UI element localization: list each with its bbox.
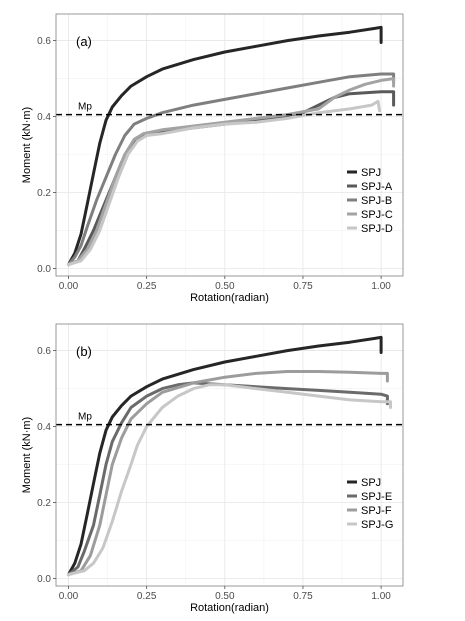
panel-b-x-axis-label: Rotation(radian) — [190, 602, 269, 614]
panel-b-ytick-label: 0.0 — [37, 574, 51, 585]
panel-b-xtick-label: 0.75 — [293, 591, 313, 602]
panel-a-series-spj-b — [67, 72, 396, 267]
panel-b-xtick-label: 1.00 — [371, 591, 391, 602]
panel-a-mp-label: Mp — [78, 102, 92, 113]
panel-a-xtick-label: 0.25 — [137, 281, 157, 292]
panel-a-ytick-label: 0.4 — [37, 112, 51, 123]
panel-b-label: (b) — [76, 344, 92, 359]
panel-a-border — [55, 13, 404, 277]
panel-b-xtick-label: 0.50 — [215, 591, 235, 602]
panel-b-series-spj-g — [67, 383, 392, 577]
panel-a-xtick-label: 0.75 — [293, 281, 313, 292]
panel-b-legend-label-spj-f: SPJ-F — [361, 505, 392, 517]
panel-a-series-spj — [67, 25, 383, 267]
panel-b-series-spj — [67, 335, 383, 577]
panel-a-legend-label-spj-d: SPJ-D — [361, 223, 393, 235]
panel-b-border — [55, 323, 404, 587]
panel-a-xtick-label: 0.00 — [59, 281, 79, 292]
panel-a-legend-label-spj-a: SPJ-A — [361, 181, 393, 193]
panel-b-legend-label-spj-e: SPJ-E — [361, 491, 392, 503]
panel-b-legend-label-spj-g: SPJ-G — [361, 519, 393, 531]
panel-b-series-spj-e — [67, 381, 389, 577]
panel-b-legend-label-spj: SPJ — [361, 477, 381, 489]
panel-b-series-spj-f — [67, 370, 389, 577]
panel-a-xtick-label: 1.00 — [371, 281, 391, 292]
panel-b-ytick-label: 0.4 — [37, 422, 51, 433]
panel-a-plot-area — [56, 14, 403, 276]
panel-a-series-spj-c — [67, 77, 396, 267]
panel-a-y-axis-label: Moment (kN·m) — [21, 107, 33, 183]
panel-a-legend-label-spj: SPJ — [361, 167, 381, 179]
panel-a-label: (a) — [76, 34, 92, 49]
panel-a-ytick-label: 0.6 — [37, 36, 51, 47]
panel-a-legend-label-spj-b: SPJ-B — [361, 195, 392, 207]
panel-b-y-axis-label: Moment (kN·m) — [21, 417, 33, 493]
panel-b-plot-area — [56, 324, 403, 586]
panel-a-xtick-label: 0.50 — [215, 281, 235, 292]
panel-b-ytick-label: 0.2 — [37, 498, 51, 509]
panel-b-ytick-label: 0.6 — [37, 346, 51, 357]
panel-a-ytick-label: 0.2 — [37, 188, 51, 199]
panel-a-x-axis-label: Rotation(radian) — [190, 292, 269, 304]
panel-a-legend-label-spj-c: SPJ-C — [361, 209, 393, 221]
panel-b-mp-label: Mp — [78, 412, 92, 423]
panel-a-series-spj-d — [67, 99, 382, 267]
panel-b-xtick-label: 0.25 — [137, 591, 157, 602]
panel-a-ytick-label: 0.0 — [37, 264, 51, 275]
panel-b-xtick-label: 0.00 — [59, 591, 79, 602]
